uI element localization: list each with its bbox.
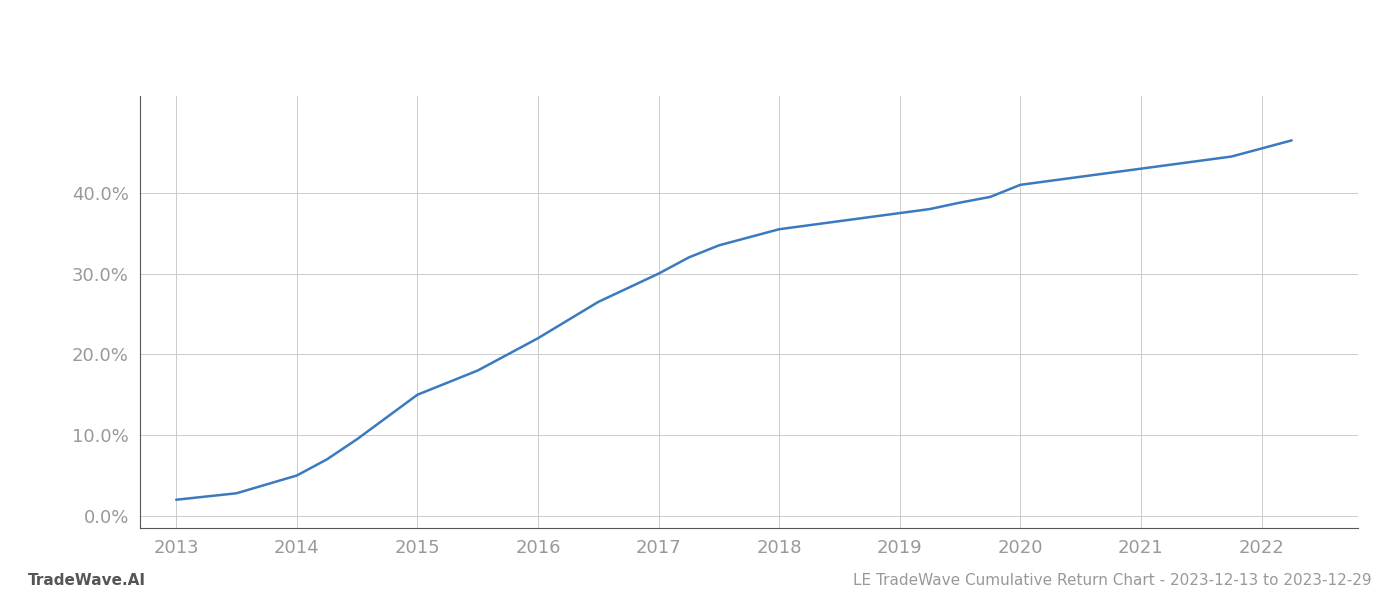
Text: LE TradeWave Cumulative Return Chart - 2023-12-13 to 2023-12-29: LE TradeWave Cumulative Return Chart - 2… <box>854 573 1372 588</box>
Text: TradeWave.AI: TradeWave.AI <box>28 573 146 588</box>
